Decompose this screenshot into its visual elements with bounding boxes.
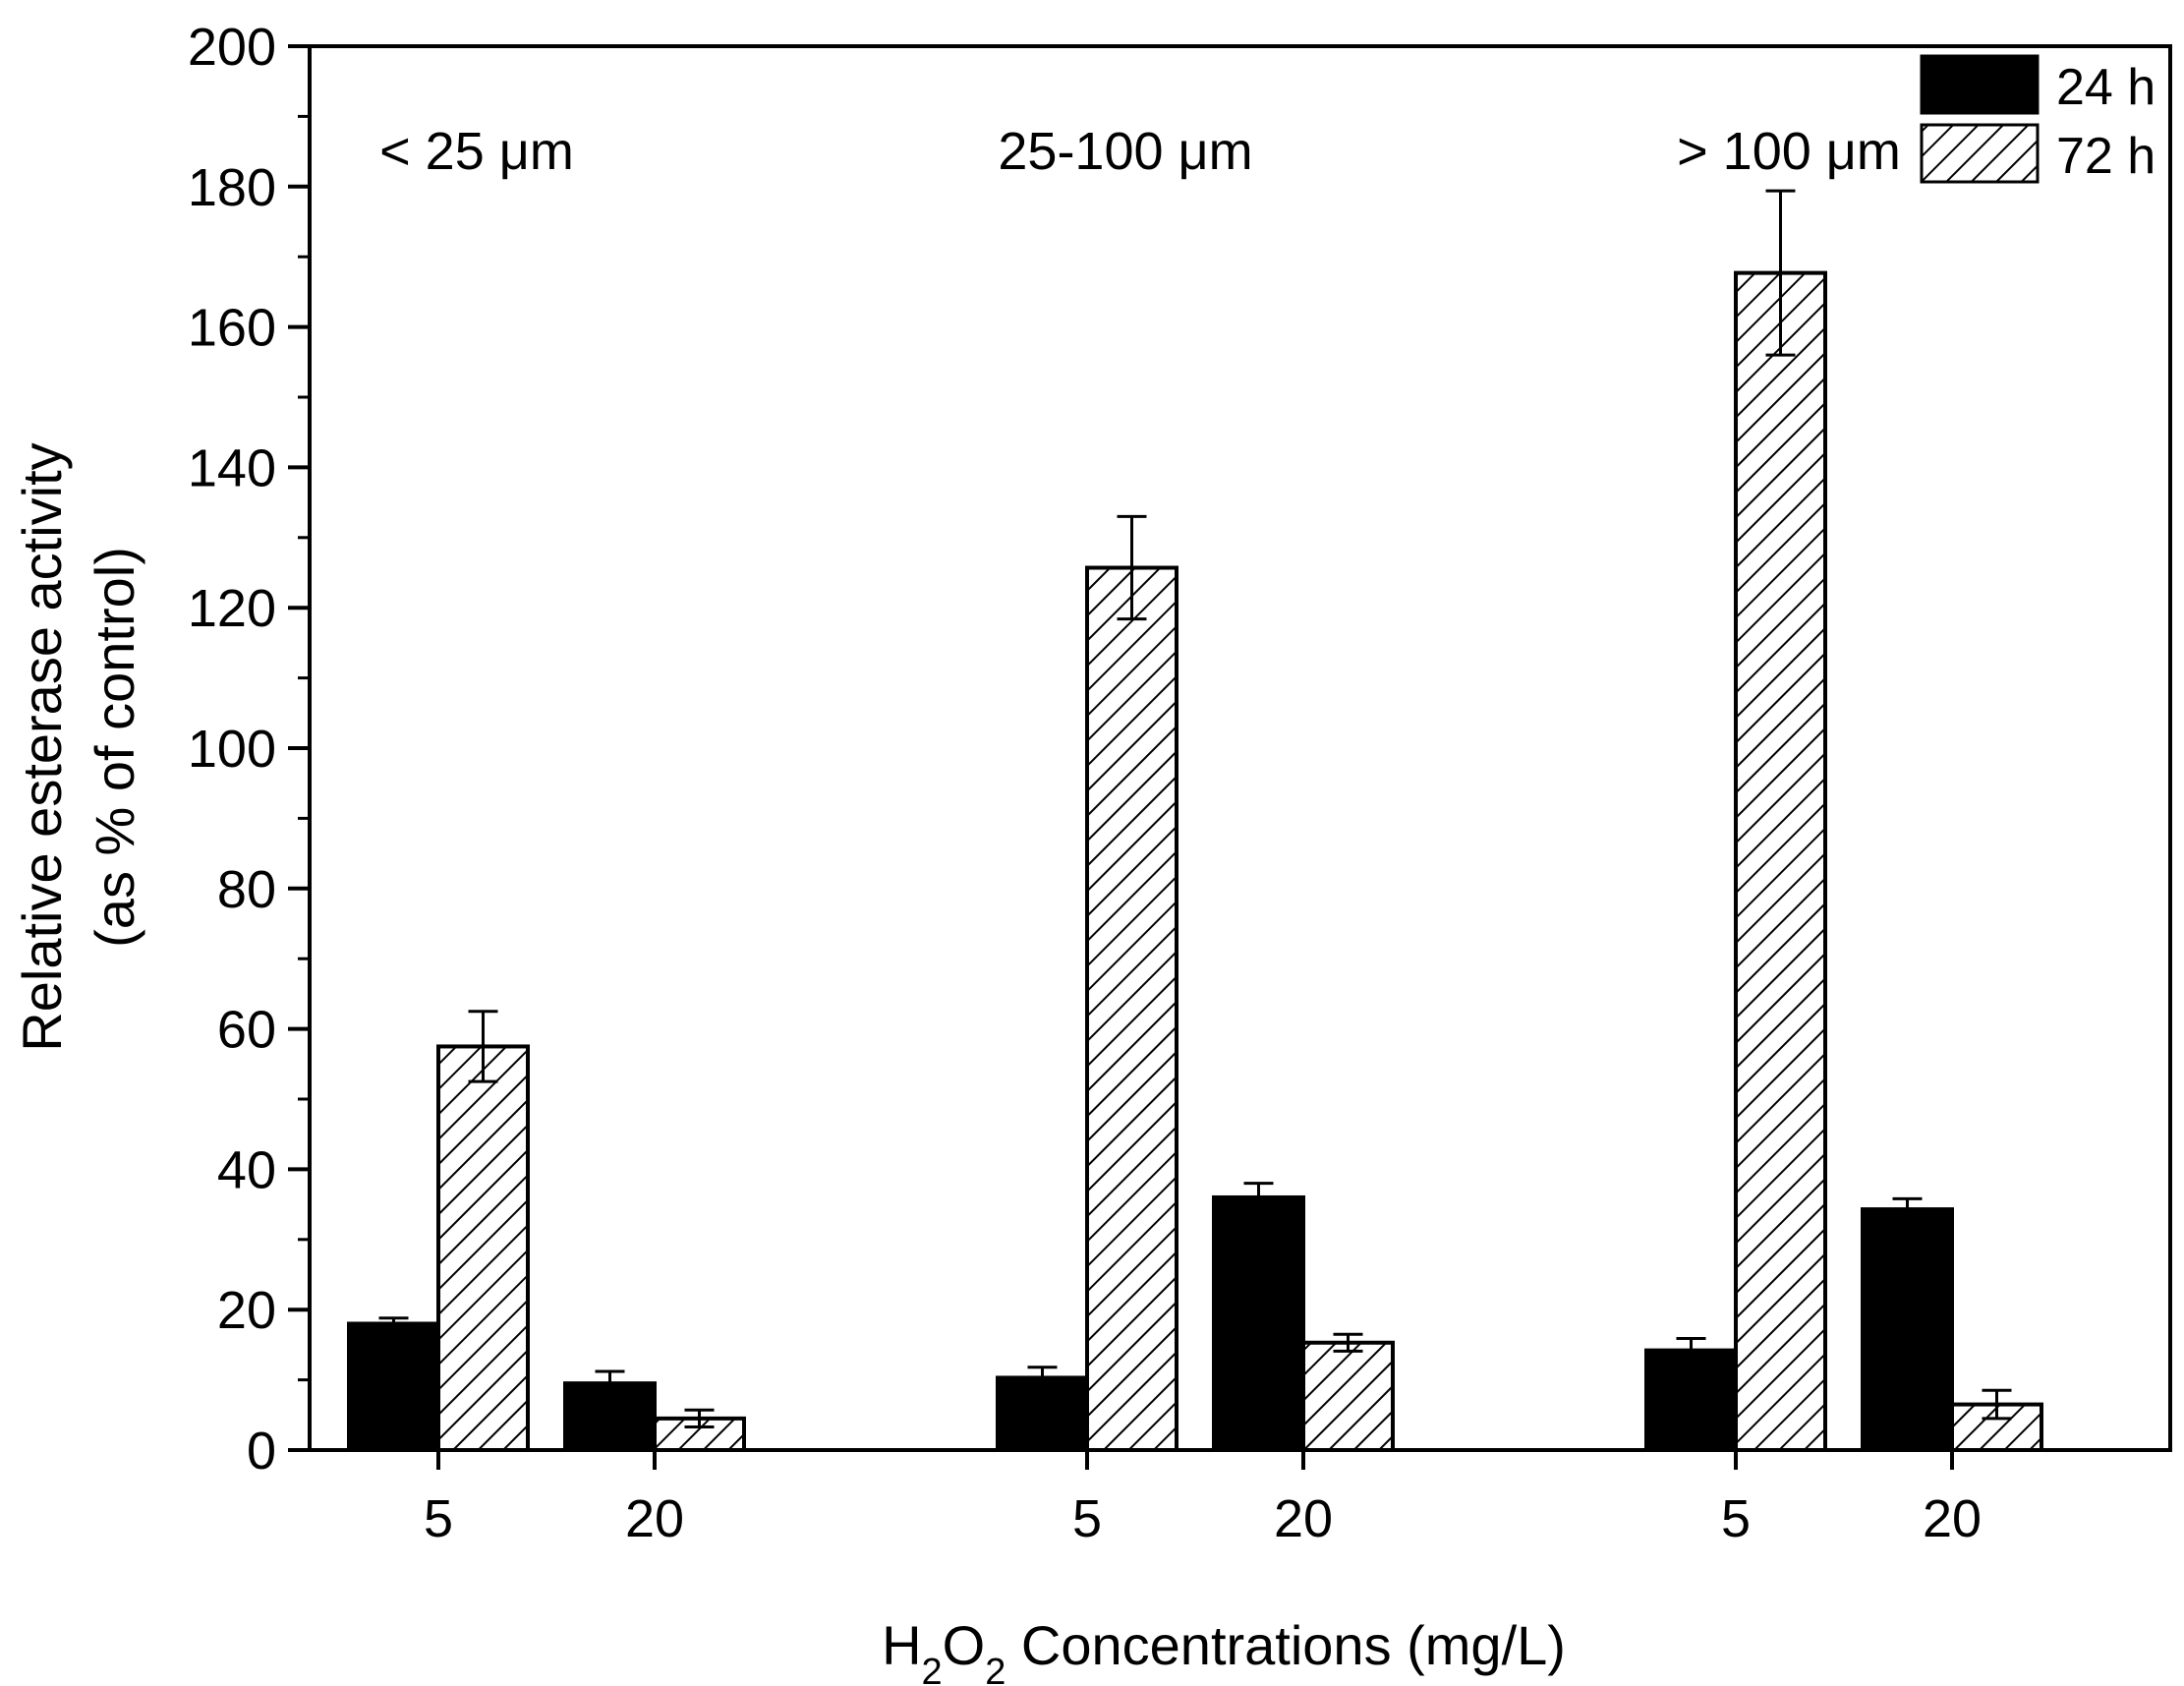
- y-axis-title-line-2: (as % of control): [84, 547, 145, 948]
- legend-swatch-24h: [1920, 54, 2040, 115]
- y-tick-label: 40: [217, 1140, 276, 1199]
- error-bar: [468, 1010, 498, 1083]
- error-bar: [1333, 1332, 1363, 1353]
- bar-72h-3-20: [1950, 1402, 2043, 1452]
- group-label: 25-100 μm: [998, 122, 1252, 181]
- x-tick-label: 20: [625, 1489, 684, 1548]
- bar-24h-3-5: [1644, 1348, 1738, 1453]
- error-bar: [1117, 514, 1147, 621]
- legend: 24 h 72 h: [1920, 54, 2155, 185]
- error-bar: [1676, 1336, 1706, 1365]
- y-tick-label: 160: [188, 299, 276, 358]
- error-bar: [595, 1369, 625, 1397]
- legend-swatch-72h: [1920, 123, 2040, 184]
- x-tick-label: 20: [1274, 1489, 1333, 1548]
- error-bars-layer: [378, 189, 2012, 1428]
- bar-24h-2-20: [1212, 1194, 1305, 1452]
- y-tick-label: 0: [247, 1422, 276, 1481]
- y-tick-label: 20: [217, 1281, 276, 1340]
- bar-24h-1-5: [347, 1321, 440, 1452]
- bar-72h-2-5: [1085, 565, 1178, 1452]
- x-tick-label: 5: [424, 1489, 453, 1548]
- bar-72h-2-20: [1301, 1340, 1395, 1453]
- x-tick-label: 5: [1721, 1489, 1751, 1548]
- bars-layer: [347, 270, 2043, 1453]
- y-tick-label: 200: [188, 18, 276, 77]
- error-bar: [1892, 1196, 1923, 1222]
- y-tick-label: 120: [188, 579, 276, 638]
- error-bar: [378, 1316, 409, 1331]
- y-axis-title-line-1: Relative esterase activity: [11, 442, 73, 1051]
- error-bar: [1765, 189, 1796, 357]
- legend-label-24h: 24 h: [2056, 59, 2155, 116]
- error-bar: [1243, 1182, 1274, 1213]
- bar-72h-1-5: [436, 1044, 530, 1452]
- legend-label-72h: 72 h: [2056, 128, 2155, 185]
- error-bar: [684, 1408, 715, 1428]
- x-axis: 5 20 5 20 5 20: [424, 1450, 1982, 1548]
- y-axis-title: Relative esterase activity (as % of cont…: [11, 442, 145, 1051]
- y-tick-label: 60: [217, 1001, 276, 1060]
- y-tick-label: 140: [188, 438, 276, 497]
- error-bar: [1982, 1388, 2012, 1421]
- group-labels: < 25 μm 25-100 μm > 100 μm: [379, 122, 1901, 181]
- x-tick-label: 5: [1072, 1489, 1102, 1548]
- group-label: > 100 μm: [1677, 122, 1901, 181]
- y-tick-label: 100: [188, 720, 276, 779]
- error-bar: [1027, 1366, 1058, 1390]
- y-tick-label: 80: [217, 860, 276, 919]
- group-label: < 25 μm: [379, 122, 574, 181]
- y-tick-label: 180: [188, 158, 276, 217]
- x-axis-title: H2O2 Concentrations (mg/L): [882, 1614, 1566, 1686]
- bar-72h-3-5: [1734, 270, 1827, 1453]
- x-tick-label: 20: [1923, 1489, 1982, 1548]
- y-axis: 0 20 40 60 80 100 120 140 160 180 200: [188, 18, 310, 1481]
- bar-24h-3-20: [1861, 1207, 1954, 1453]
